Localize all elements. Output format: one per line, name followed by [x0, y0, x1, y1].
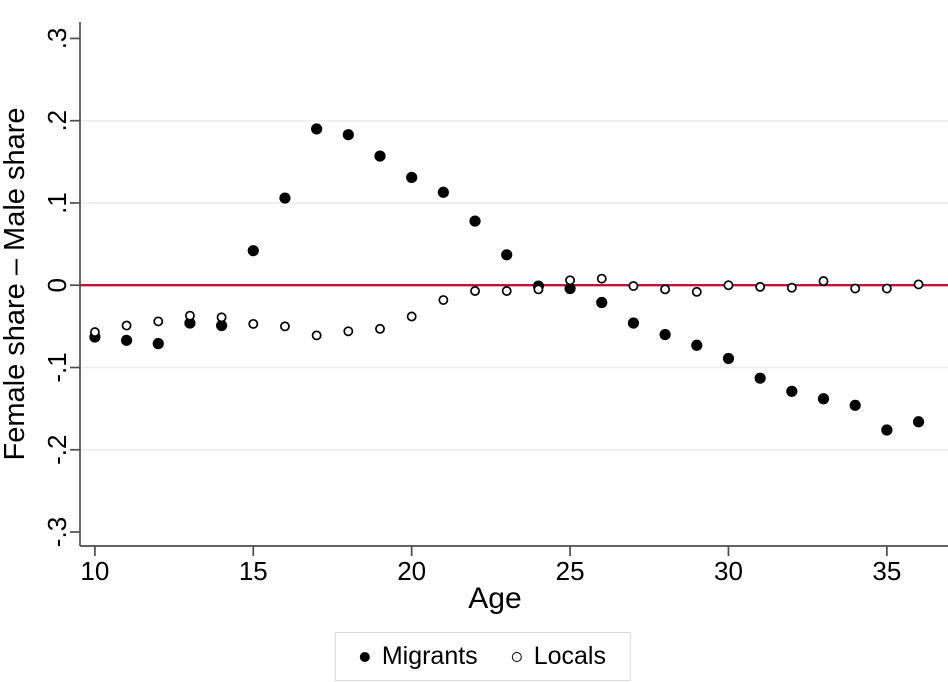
locals-point — [248, 318, 259, 329]
x-tick-label: 10 — [80, 556, 109, 586]
locals-point — [660, 284, 671, 295]
migrants-point — [120, 334, 133, 346]
migrants-point — [627, 317, 640, 329]
migrants-point — [849, 399, 861, 411]
locals-point — [596, 273, 607, 284]
migrants-point — [342, 129, 354, 141]
y-tick-label: -.3 — [42, 517, 72, 547]
locals-point — [470, 286, 480, 296]
x-axis-title: Age — [468, 582, 522, 615]
x-tick-label: 35 — [872, 556, 901, 586]
locals-point — [723, 280, 734, 291]
migrants-point — [754, 372, 766, 384]
locals-point — [184, 310, 195, 321]
migrants-point — [279, 192, 291, 204]
y-axis-title: Female share – Male share — [0, 107, 31, 461]
migrants-point — [817, 393, 830, 405]
migrants-point — [469, 215, 481, 227]
x-tick-label: 15 — [239, 556, 268, 586]
locals-point — [533, 284, 544, 295]
locals-point — [818, 276, 829, 287]
locals-point — [755, 281, 766, 292]
locals-point — [406, 311, 417, 322]
legend-label-migrants: Migrants — [381, 642, 478, 670]
migrants-point — [659, 328, 671, 341]
legend: Migrants Locals — [334, 632, 631, 681]
migrants-point — [374, 150, 386, 162]
legend-label-locals: Locals — [533, 642, 606, 670]
x-tick-label: 30 — [714, 556, 743, 586]
y-tick-label: .2 — [42, 110, 72, 132]
locals-point — [628, 281, 639, 292]
filled-circle-icon — [359, 651, 370, 662]
migrants-point — [184, 317, 196, 329]
locals-point — [691, 286, 702, 297]
y-tick-label: 0 — [42, 278, 72, 292]
y-tick-label: -.2 — [42, 435, 72, 465]
locals-point — [375, 323, 385, 334]
y-tick-label: -.1 — [42, 352, 72, 382]
migrants-point — [501, 249, 513, 261]
locals-point — [280, 321, 290, 332]
migrants-point — [722, 352, 735, 365]
migrants-point — [152, 338, 164, 350]
migrants-point — [881, 424, 893, 436]
migrants-point — [311, 123, 323, 135]
migrants-point — [596, 296, 608, 309]
migrants-point — [216, 319, 228, 332]
migrants-point — [691, 339, 703, 351]
migrants-point — [786, 385, 798, 397]
legend-item-migrants: Migrants — [359, 642, 478, 671]
locals-point — [881, 283, 892, 294]
locals-point — [786, 282, 797, 293]
locals-point — [438, 295, 449, 305]
locals-point — [216, 312, 227, 323]
migrants-point — [437, 186, 449, 198]
locals-point — [89, 327, 100, 338]
locals-point — [343, 326, 354, 337]
migrants-point — [406, 171, 418, 184]
open-circle-icon — [511, 651, 522, 662]
locals-point — [153, 316, 164, 327]
y-tick-label: .3 — [42, 28, 72, 50]
x-tick-label: 20 — [397, 556, 426, 586]
locals-point — [850, 283, 861, 294]
migrants-point — [564, 282, 576, 295]
locals-point — [501, 286, 512, 296]
locals-point — [913, 279, 924, 290]
migrants-point — [912, 416, 925, 428]
x-tick-label: 25 — [556, 556, 585, 586]
locals-point — [565, 275, 576, 286]
legend-item-locals: Locals — [511, 642, 606, 671]
migrants-point — [247, 245, 259, 257]
locals-point — [121, 320, 132, 331]
y-tick-label: .1 — [42, 192, 72, 214]
locals-point — [311, 330, 322, 341]
